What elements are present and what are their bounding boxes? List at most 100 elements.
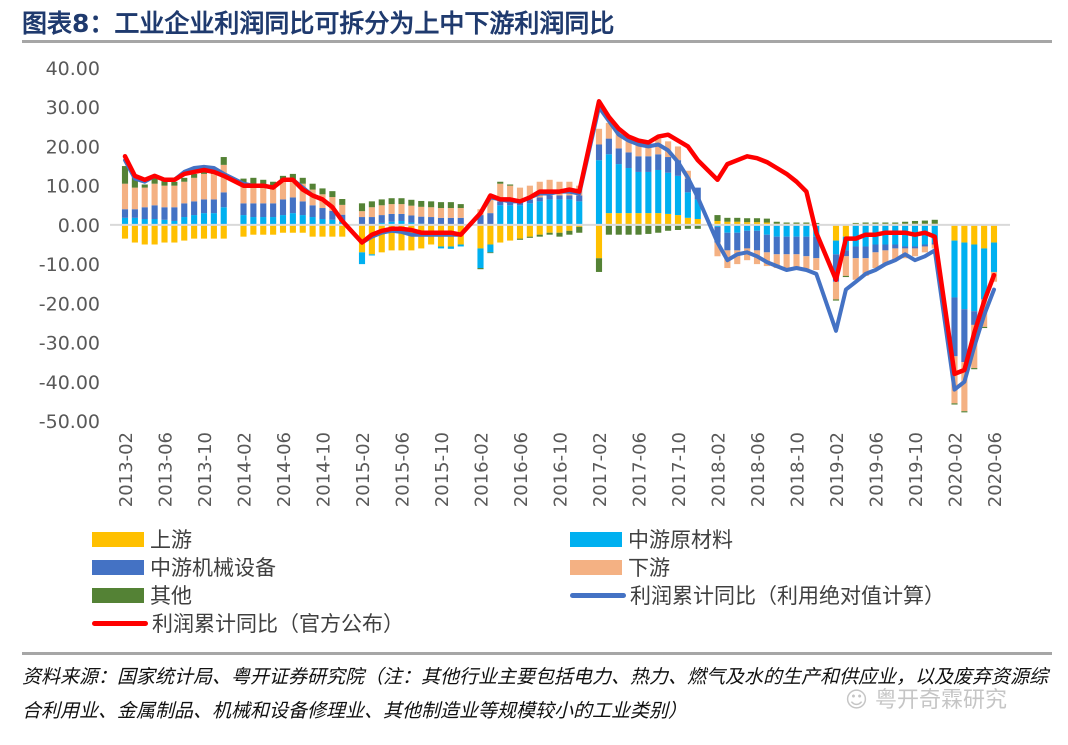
bar-segment — [615, 148, 622, 165]
chart-title: 图表8：工业企业利润同比可拆分为上中下游利润同比 — [22, 9, 615, 38]
bar-segment — [428, 207, 435, 218]
bar-segment — [605, 213, 612, 225]
bar-segment — [171, 220, 178, 225]
bar-segment — [487, 244, 494, 253]
bar-segment — [842, 224, 849, 237]
x-tick-label: 2013-06 — [156, 432, 177, 507]
bar-segment — [902, 221, 909, 224]
legend-label: 其他 — [150, 584, 192, 608]
x-tick-label: 2014-02 — [235, 432, 256, 507]
bar-segment — [911, 246, 919, 249]
bar-segment — [408, 199, 415, 206]
bar-segment — [250, 224, 257, 235]
bar-segment — [961, 362, 968, 412]
bar-segment — [684, 192, 691, 218]
x-tick-label: 2020-06 — [985, 432, 1006, 507]
bar-segment — [852, 224, 859, 247]
bar-segment — [210, 213, 217, 225]
bar-segment — [497, 224, 504, 243]
bar-segment — [437, 217, 445, 225]
bar-segment — [319, 219, 326, 225]
bar-segment — [477, 224, 484, 249]
y-tick-label: 30.00 — [46, 97, 100, 119]
bar-segment — [645, 224, 652, 234]
bar-segment — [161, 185, 168, 208]
bar-segment — [161, 179, 168, 186]
bar-segment — [487, 195, 494, 214]
x-tick-label: 2017-10 — [669, 432, 690, 507]
legend-swatch — [570, 559, 622, 575]
bar-segment — [773, 236, 780, 255]
x-tick-label: 2017-02 — [590, 432, 611, 507]
bar-segment — [971, 244, 978, 312]
bar-segment — [625, 224, 632, 235]
bar-segment — [793, 254, 800, 269]
legend-item: 中游机械设备 — [92, 552, 276, 582]
bar-segment — [536, 234, 543, 237]
bar-segment — [329, 191, 336, 198]
bar-segment — [566, 199, 573, 225]
bar-segment — [783, 236, 790, 255]
bar-segment — [615, 224, 622, 235]
bar-segment — [655, 154, 662, 170]
bar-segment — [714, 226, 721, 243]
bar-segment — [911, 220, 919, 224]
bar-segment — [151, 219, 158, 225]
bar-segment — [625, 213, 632, 225]
bar-segment — [763, 234, 770, 253]
bar-segment — [862, 222, 869, 224]
bar-segment — [171, 224, 178, 243]
wechat-icon: ☺ — [845, 688, 868, 713]
bar-segment — [299, 201, 306, 216]
bar-segment — [477, 268, 484, 270]
bar-segment — [487, 213, 494, 225]
bar-segment — [961, 224, 968, 243]
bar-segment — [852, 222, 859, 224]
bar-segment — [270, 181, 277, 188]
bar-segment — [635, 171, 642, 214]
bar-segment — [457, 217, 464, 225]
bar-segment — [487, 224, 494, 245]
bar-segment — [497, 205, 504, 225]
watermark-text: 粤开奇霖研究 — [874, 688, 1007, 713]
bar-segment — [131, 224, 138, 243]
bar-segment — [892, 248, 899, 261]
legend-item: 上游 — [92, 524, 192, 554]
bar-segment — [803, 222, 810, 224]
bar-segment — [220, 207, 227, 225]
bar-segment — [477, 248, 484, 269]
bar-segment — [210, 173, 217, 200]
x-tick-label: 2018-10 — [788, 432, 809, 507]
bar-segment — [220, 224, 227, 239]
legend-label: 上游 — [150, 528, 192, 552]
bar-segment — [358, 224, 366, 253]
bar-segment — [191, 215, 198, 225]
bar-segment — [635, 140, 642, 157]
bar-segment — [546, 179, 553, 196]
bar-segment — [724, 217, 731, 222]
bar-segment — [289, 173, 296, 180]
stacked-bar-line-chart: 40.00 30.00 20.00 10.00 0.00 -10.00 -20.00 -30.… — [39, 58, 1010, 507]
bar-segment — [408, 224, 415, 251]
bar-segment — [398, 224, 405, 251]
bar-segment — [437, 202, 445, 209]
bar-segment — [971, 224, 978, 245]
bar-segment — [516, 224, 524, 239]
bar-segment — [536, 224, 543, 235]
bar-segment — [902, 224, 909, 247]
bar-segment — [437, 246, 445, 249]
bar-segment — [260, 217, 267, 225]
bar-segment — [674, 175, 682, 216]
bar-segment — [714, 215, 721, 221]
bar-segment — [921, 220, 928, 224]
bar-segment — [882, 250, 889, 265]
bar-segment — [813, 236, 820, 259]
bar-segment — [309, 217, 316, 225]
x-tick-label: 2013-02 — [116, 432, 137, 507]
bar-segment — [694, 219, 701, 225]
x-tick-label: 2014-06 — [274, 432, 295, 507]
bar-segment — [329, 197, 336, 211]
bar-segment — [872, 222, 879, 224]
bar-segment — [882, 222, 889, 224]
bar-segment — [931, 219, 938, 224]
